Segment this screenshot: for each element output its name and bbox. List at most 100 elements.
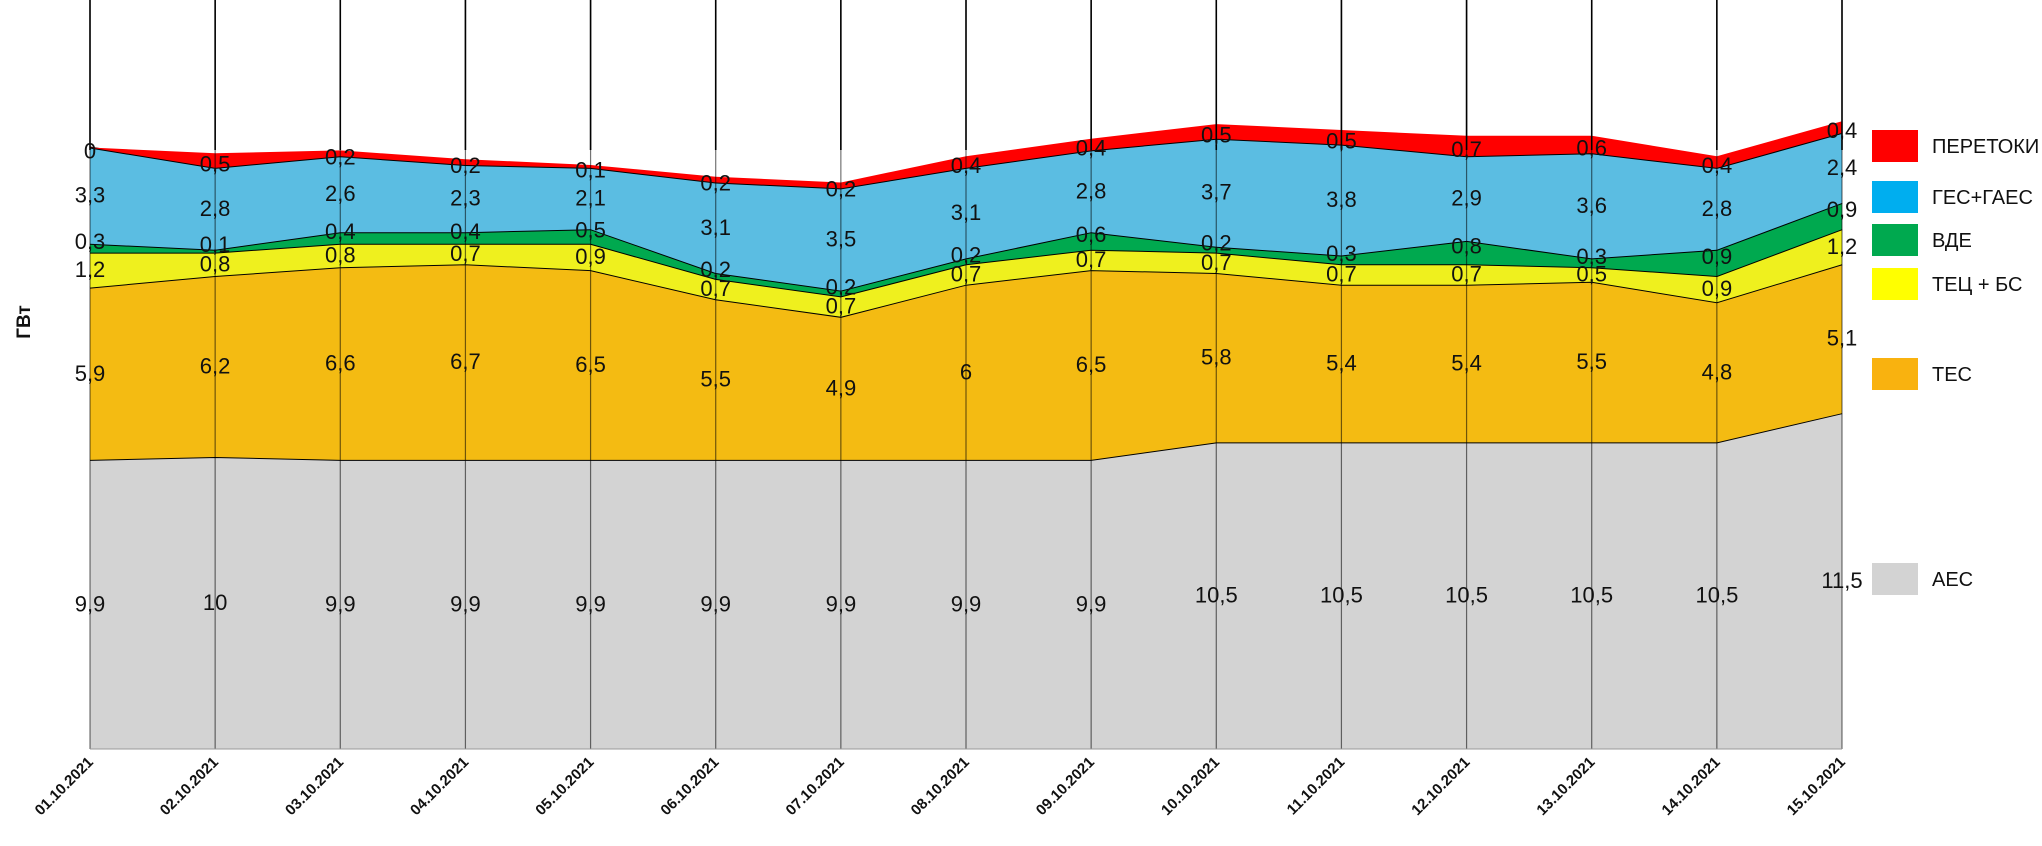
legend-swatch [1872,358,1918,390]
data-label: 4,8 [1702,359,1733,384]
data-label: 5,9 [75,361,106,386]
data-label: 6,7 [450,349,481,374]
legend-label: ТЕЦ + БС [1932,274,2023,296]
area-4 [90,203,1842,297]
data-label: 3,3 [75,183,106,208]
data-label: 2,4 [1827,155,1858,180]
data-label: 9,9 [951,592,982,617]
data-label: 10 [203,590,227,615]
data-label: 10,5 [1195,583,1238,608]
data-label: 6,5 [575,352,606,377]
data-label: 6,5 [1076,352,1107,377]
data-label: 1,2 [1827,234,1858,259]
data-label: 10,5 [1695,583,1738,608]
data-label: 0,9 [1702,276,1733,301]
data-label: 0,4 [450,219,481,244]
data-label: 0,3 [1576,244,1607,269]
x-tick-label: 11.10.2021 [1284,754,1349,819]
data-label: 0,2 [450,153,481,178]
x-tick-label: 07.10.2021 [783,754,848,819]
x-tick-label: 06.10.2021 [657,754,722,819]
data-label: 0,5 [200,152,231,177]
legend-label: ТЕС [1932,364,1972,386]
data-label: 0,3 [1326,241,1357,266]
legend-swatch [1872,563,1918,595]
data-label: 9,9 [75,592,106,617]
data-label: 1,2 [75,257,106,282]
x-tick-label: 04.10.2021 [407,754,472,819]
data-label: 0,3 [75,229,106,254]
data-label: 0,4 [1076,136,1107,161]
data-label: 6,6 [325,351,356,376]
legend: ПЕРЕТОКИ ГЕС+ГАЕС ВДЕ ТЕЦ + БС ТЕС АЕС [1872,130,2039,595]
data-label: 2,8 [1702,196,1733,221]
data-label: 0,5 [1201,122,1232,147]
data-label: 0,9 [1702,244,1733,269]
legend-swatch [1872,224,1918,256]
data-label: 0,8 [325,243,356,268]
data-label: 0,4 [1702,153,1733,178]
data-label: 0,5 [1576,262,1607,287]
legend-swatch [1872,130,1918,162]
data-label: 0,2 [700,171,731,196]
x-tick-label: 02.10.2021 [157,754,222,819]
data-label: 10,5 [1445,583,1488,608]
data-label: 0,7 [450,241,481,266]
data-label: 9,9 [450,592,481,617]
data-label: 0,4 [951,153,982,178]
x-tick-label: 03.10.2021 [282,754,347,819]
data-label: 0,7 [951,262,982,287]
data-label: 9,9 [1076,592,1107,617]
x-tick-label: 05.10.2021 [532,754,597,819]
data-label: 2,8 [1076,178,1107,203]
data-label: 9,9 [325,592,356,617]
vertical-gridlines [89,0,1843,750]
data-label: 0,1 [200,232,231,257]
data-label: 3,1 [700,215,731,240]
data-label: 11,5 [1821,568,1862,593]
data-label: 0,8 [1451,234,1482,259]
data-label: 5,4 [1326,351,1357,376]
data-label: 5,4 [1451,351,1482,376]
data-label: 0,7 [700,276,731,301]
data-label: 0,6 [1576,136,1607,161]
data-label: 2,9 [1451,186,1482,211]
legend-label: АЕС [1932,569,1973,591]
data-label: 0,9 [575,244,606,269]
legend-label: ГЕС+ГАЕС [1932,187,2033,209]
data-label: 0,7 [1451,262,1482,287]
data-label: 6,2 [200,354,231,379]
data-label: 2,3 [450,186,481,211]
x-axis-tick-labels: 01.10.2021 02.10.2021 03.10.2021 04.10.2021… [32,754,1849,819]
data-label: 3,5 [826,227,857,252]
legend-swatch [1872,181,1918,213]
data-label: 0,4 [325,219,356,244]
x-tick-label: 12.10.2021 [1408,754,1473,819]
area-6 [90,121,1842,189]
x-tick-label: 10.10.2021 [1158,754,1223,819]
legend-label: ПЕРЕТОКИ [1932,136,2039,158]
data-label: 3,6 [1576,193,1607,218]
x-tick-label: 08.10.2021 [908,754,973,819]
data-label: 9,9 [575,592,606,617]
data-label: 0,7 [1326,262,1357,287]
data-label: 9,9 [700,592,731,617]
legend-swatch [1872,268,1918,300]
data-label: 2,1 [575,186,606,211]
data-label: 0,7 [1451,137,1482,162]
data-label: 0,8 [200,251,231,276]
data-label: 0,9 [1827,197,1858,222]
data-label: 0,1 [575,158,606,183]
x-tick-label: 01.10.2021 [32,754,97,819]
data-label: 0,5 [1326,128,1357,153]
data-label: 0,7 [826,294,857,319]
data-label: 5,5 [700,367,731,392]
data-label: 2,8 [200,196,231,221]
data-label: 9,9 [826,592,857,617]
data-label: 0,2 [1201,231,1232,256]
data-label: 10,5 [1320,583,1363,608]
data-label: 3,8 [1326,187,1357,212]
legend-label: ВДЕ [1932,230,1972,252]
data-label: 0,6 [1076,222,1107,247]
